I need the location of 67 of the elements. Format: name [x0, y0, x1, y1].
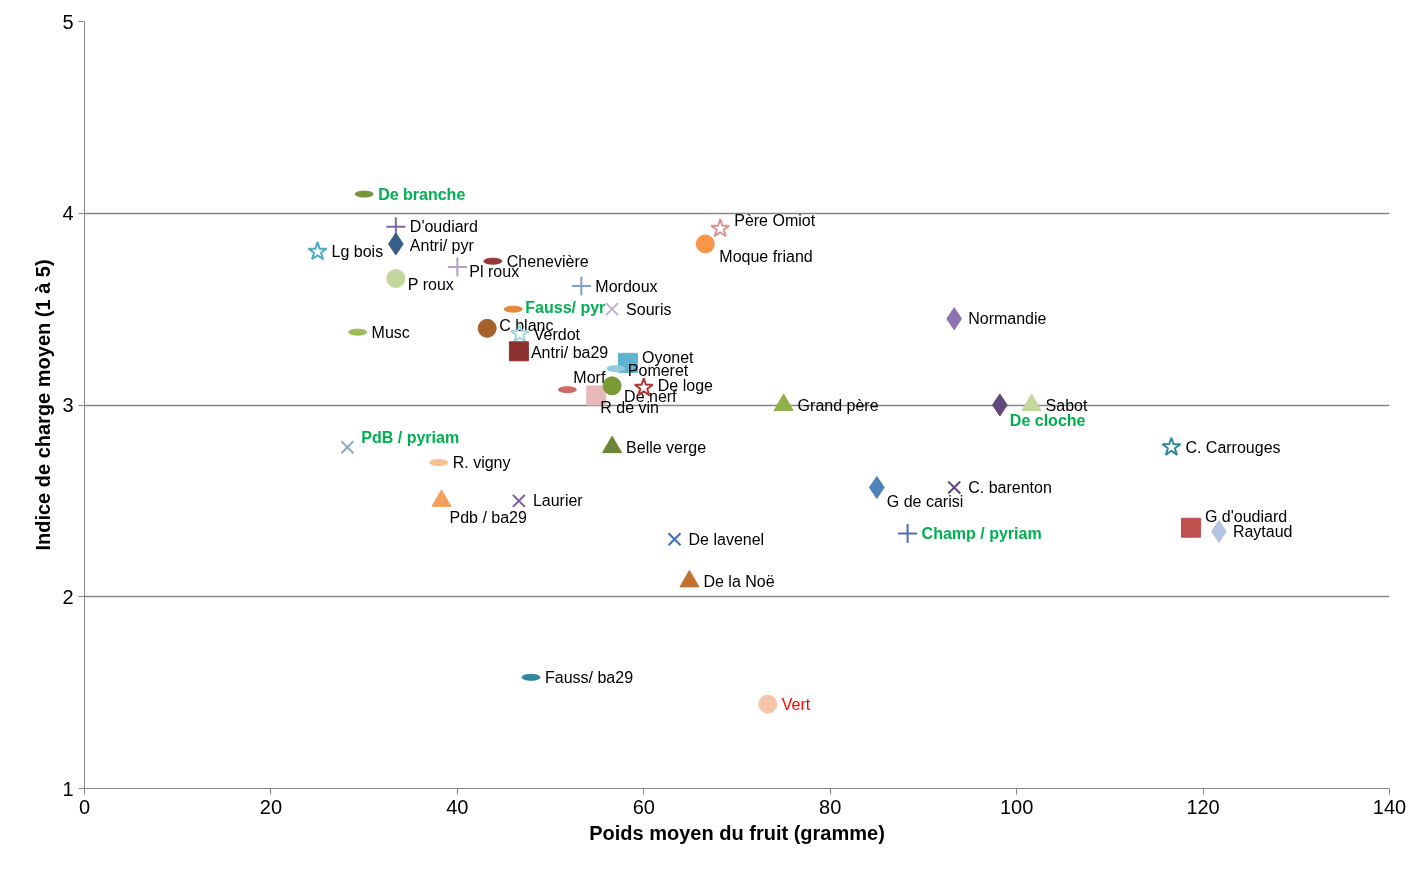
x-tick-label: 120 — [1186, 795, 1220, 818]
y-axis-title: Indice de charge moyen (1 à 5) — [32, 259, 55, 551]
series-label: D'oudiard — [409, 218, 478, 236]
series-label: Raytaud — [1232, 523, 1293, 541]
point — [1180, 517, 1201, 538]
series-label: De branche — [378, 185, 466, 203]
point — [897, 522, 919, 544]
series-label: Musc — [371, 323, 410, 341]
series-label: Laurier — [532, 492, 584, 510]
point — [340, 440, 355, 455]
series-label: Morf — [573, 369, 606, 387]
series-label: Champ / pyriam — [921, 524, 1042, 542]
series-label: C. barenton — [968, 478, 1052, 496]
point — [605, 302, 620, 317]
x-tick-label: 100 — [999, 795, 1034, 818]
point — [477, 318, 497, 338]
series-label: Normandie — [968, 310, 1047, 328]
x-axis-title: Poids moyen du fruit (gramme) — [589, 821, 885, 844]
y-tick-label: 1 — [62, 777, 74, 800]
point — [758, 694, 778, 714]
series-label: Vert — [781, 695, 811, 713]
y-tick-label: 3 — [62, 394, 74, 416]
series-label: P roux — [407, 275, 454, 293]
series-label: PdB / pyriam — [361, 428, 460, 446]
point — [946, 307, 963, 331]
series-label: Moque friand — [719, 248, 813, 266]
x-tick-label: 60 — [632, 795, 655, 818]
series-label: Sabot — [1045, 396, 1088, 414]
series-label: G de carisi — [886, 492, 964, 510]
series-label: Oyonet — [641, 349, 695, 367]
y-tick-label: 4 — [62, 202, 74, 225]
series-label: Souris — [626, 300, 672, 318]
point — [570, 275, 592, 297]
series-label: Antri/ ba29 — [530, 343, 609, 361]
series-label: Pdb / ba29 — [449, 509, 528, 527]
point — [307, 241, 328, 261]
point — [511, 493, 526, 508]
x-tick-label: 40 — [446, 795, 469, 818]
series-label: R. vigny — [452, 454, 511, 472]
point — [508, 341, 529, 362]
y-tick-label: 5 — [62, 10, 74, 33]
x-tick-label: 0 — [78, 795, 91, 818]
point — [386, 268, 406, 288]
series-label: Père Omiot — [734, 212, 816, 230]
series-label: Lg bois — [331, 243, 384, 261]
series-label: Belle verge — [626, 438, 707, 456]
x-tick-label: 20 — [259, 795, 283, 818]
point — [868, 475, 885, 499]
point — [1161, 436, 1182, 456]
point — [695, 234, 715, 254]
series-label: Fauss/ pyr — [525, 298, 606, 316]
point — [710, 218, 731, 238]
x-tick-label: 140 — [1372, 795, 1407, 818]
series-label: G d'oudiard — [1204, 508, 1288, 526]
point — [947, 480, 962, 495]
series-label: Mordoux — [595, 277, 658, 295]
point — [667, 532, 682, 547]
series-label: C. Carrouges — [1185, 438, 1281, 456]
x-tick-label: 80 — [819, 795, 842, 818]
series-label: Grand père — [797, 396, 879, 414]
series-label: De cloche — [1009, 411, 1086, 429]
series-label: De lavenel — [688, 530, 765, 548]
point — [446, 256, 468, 278]
y-tick-label: 2 — [62, 585, 74, 608]
series-label: De la Noë — [703, 572, 775, 590]
series-label: Antri/ pyr — [409, 237, 475, 255]
series-label: Fauss/ ba29 — [545, 668, 634, 686]
